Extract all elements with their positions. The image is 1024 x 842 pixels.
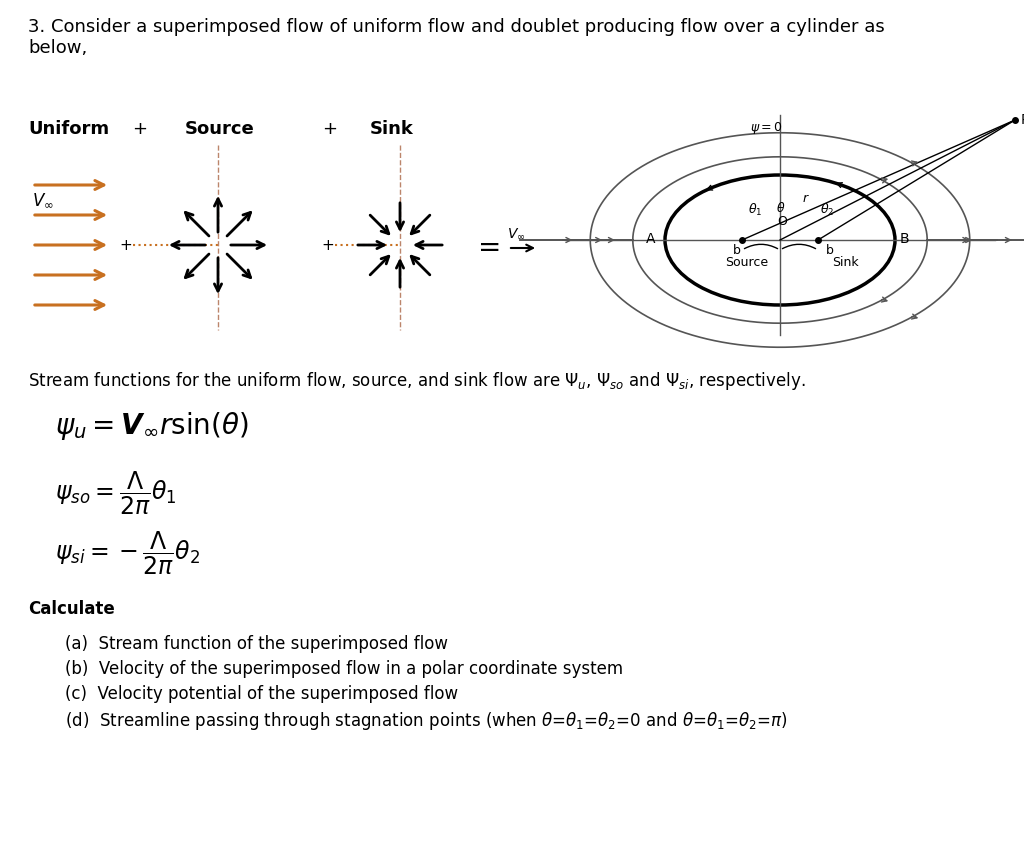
Text: (a)  Stream function of the superimposed flow: (a) Stream function of the superimposed … [65, 635, 449, 653]
Text: +: + [323, 120, 338, 138]
Text: Sink: Sink [831, 256, 859, 269]
Text: Uniform: Uniform [28, 120, 110, 138]
Text: +: + [322, 237, 335, 253]
Text: b: b [826, 244, 834, 257]
Text: Source: Source [725, 256, 769, 269]
Text: +: + [120, 237, 132, 253]
Text: =: = [478, 234, 502, 262]
Text: (b)  Velocity of the superimposed flow in a polar coordinate system: (b) Velocity of the superimposed flow in… [65, 660, 624, 678]
Text: (c)  Velocity potential of the superimposed flow: (c) Velocity potential of the superimpos… [65, 685, 458, 703]
Text: $\psi_{so} = \dfrac{\Lambda}{2\pi}\theta_1$: $\psi_{so} = \dfrac{\Lambda}{2\pi}\theta… [55, 470, 176, 517]
Text: $\it{V}_{\infty}$: $\it{V}_{\infty}$ [507, 226, 525, 241]
Text: $\theta$: $\theta$ [776, 201, 785, 215]
Text: (d)  Streamline passing through stagnation points (when $\theta$=$\theta_1$=$\th: (d) Streamline passing through stagnatio… [65, 710, 787, 732]
Text: +: + [132, 120, 147, 138]
Text: $\psi_u = \boldsymbol{V}_{\infty}r\sin(\theta)$: $\psi_u = \boldsymbol{V}_{\infty}r\sin(\… [55, 410, 249, 442]
Text: O: O [777, 215, 786, 228]
Text: Stream functions for the uniform flow, source, and sink flow are $\Psi_u$, $\Psi: Stream functions for the uniform flow, s… [28, 370, 806, 392]
Text: $\psi = 0$: $\psi = 0$ [750, 120, 782, 136]
Text: r: r [803, 192, 808, 205]
Text: Calculate: Calculate [28, 600, 115, 618]
Text: A: A [645, 232, 655, 246]
Text: b: b [733, 244, 741, 257]
Text: $\psi_{si} = -\dfrac{\Lambda}{2\pi}\theta_2$: $\psi_{si} = -\dfrac{\Lambda}{2\pi}\thet… [55, 530, 200, 578]
Text: $\theta_2$: $\theta_2$ [820, 202, 835, 218]
Text: B: B [900, 232, 909, 246]
Text: $\theta_1$: $\theta_1$ [748, 202, 763, 218]
Text: Sink: Sink [370, 120, 414, 138]
Text: Source: Source [185, 120, 255, 138]
Text: P: P [1021, 113, 1024, 127]
Text: 3. Consider a superimposed flow of uniform flow and doublet producing flow over : 3. Consider a superimposed flow of unifo… [28, 18, 885, 56]
Text: $\it{V}_{\infty}$: $\it{V}_{\infty}$ [32, 191, 54, 209]
